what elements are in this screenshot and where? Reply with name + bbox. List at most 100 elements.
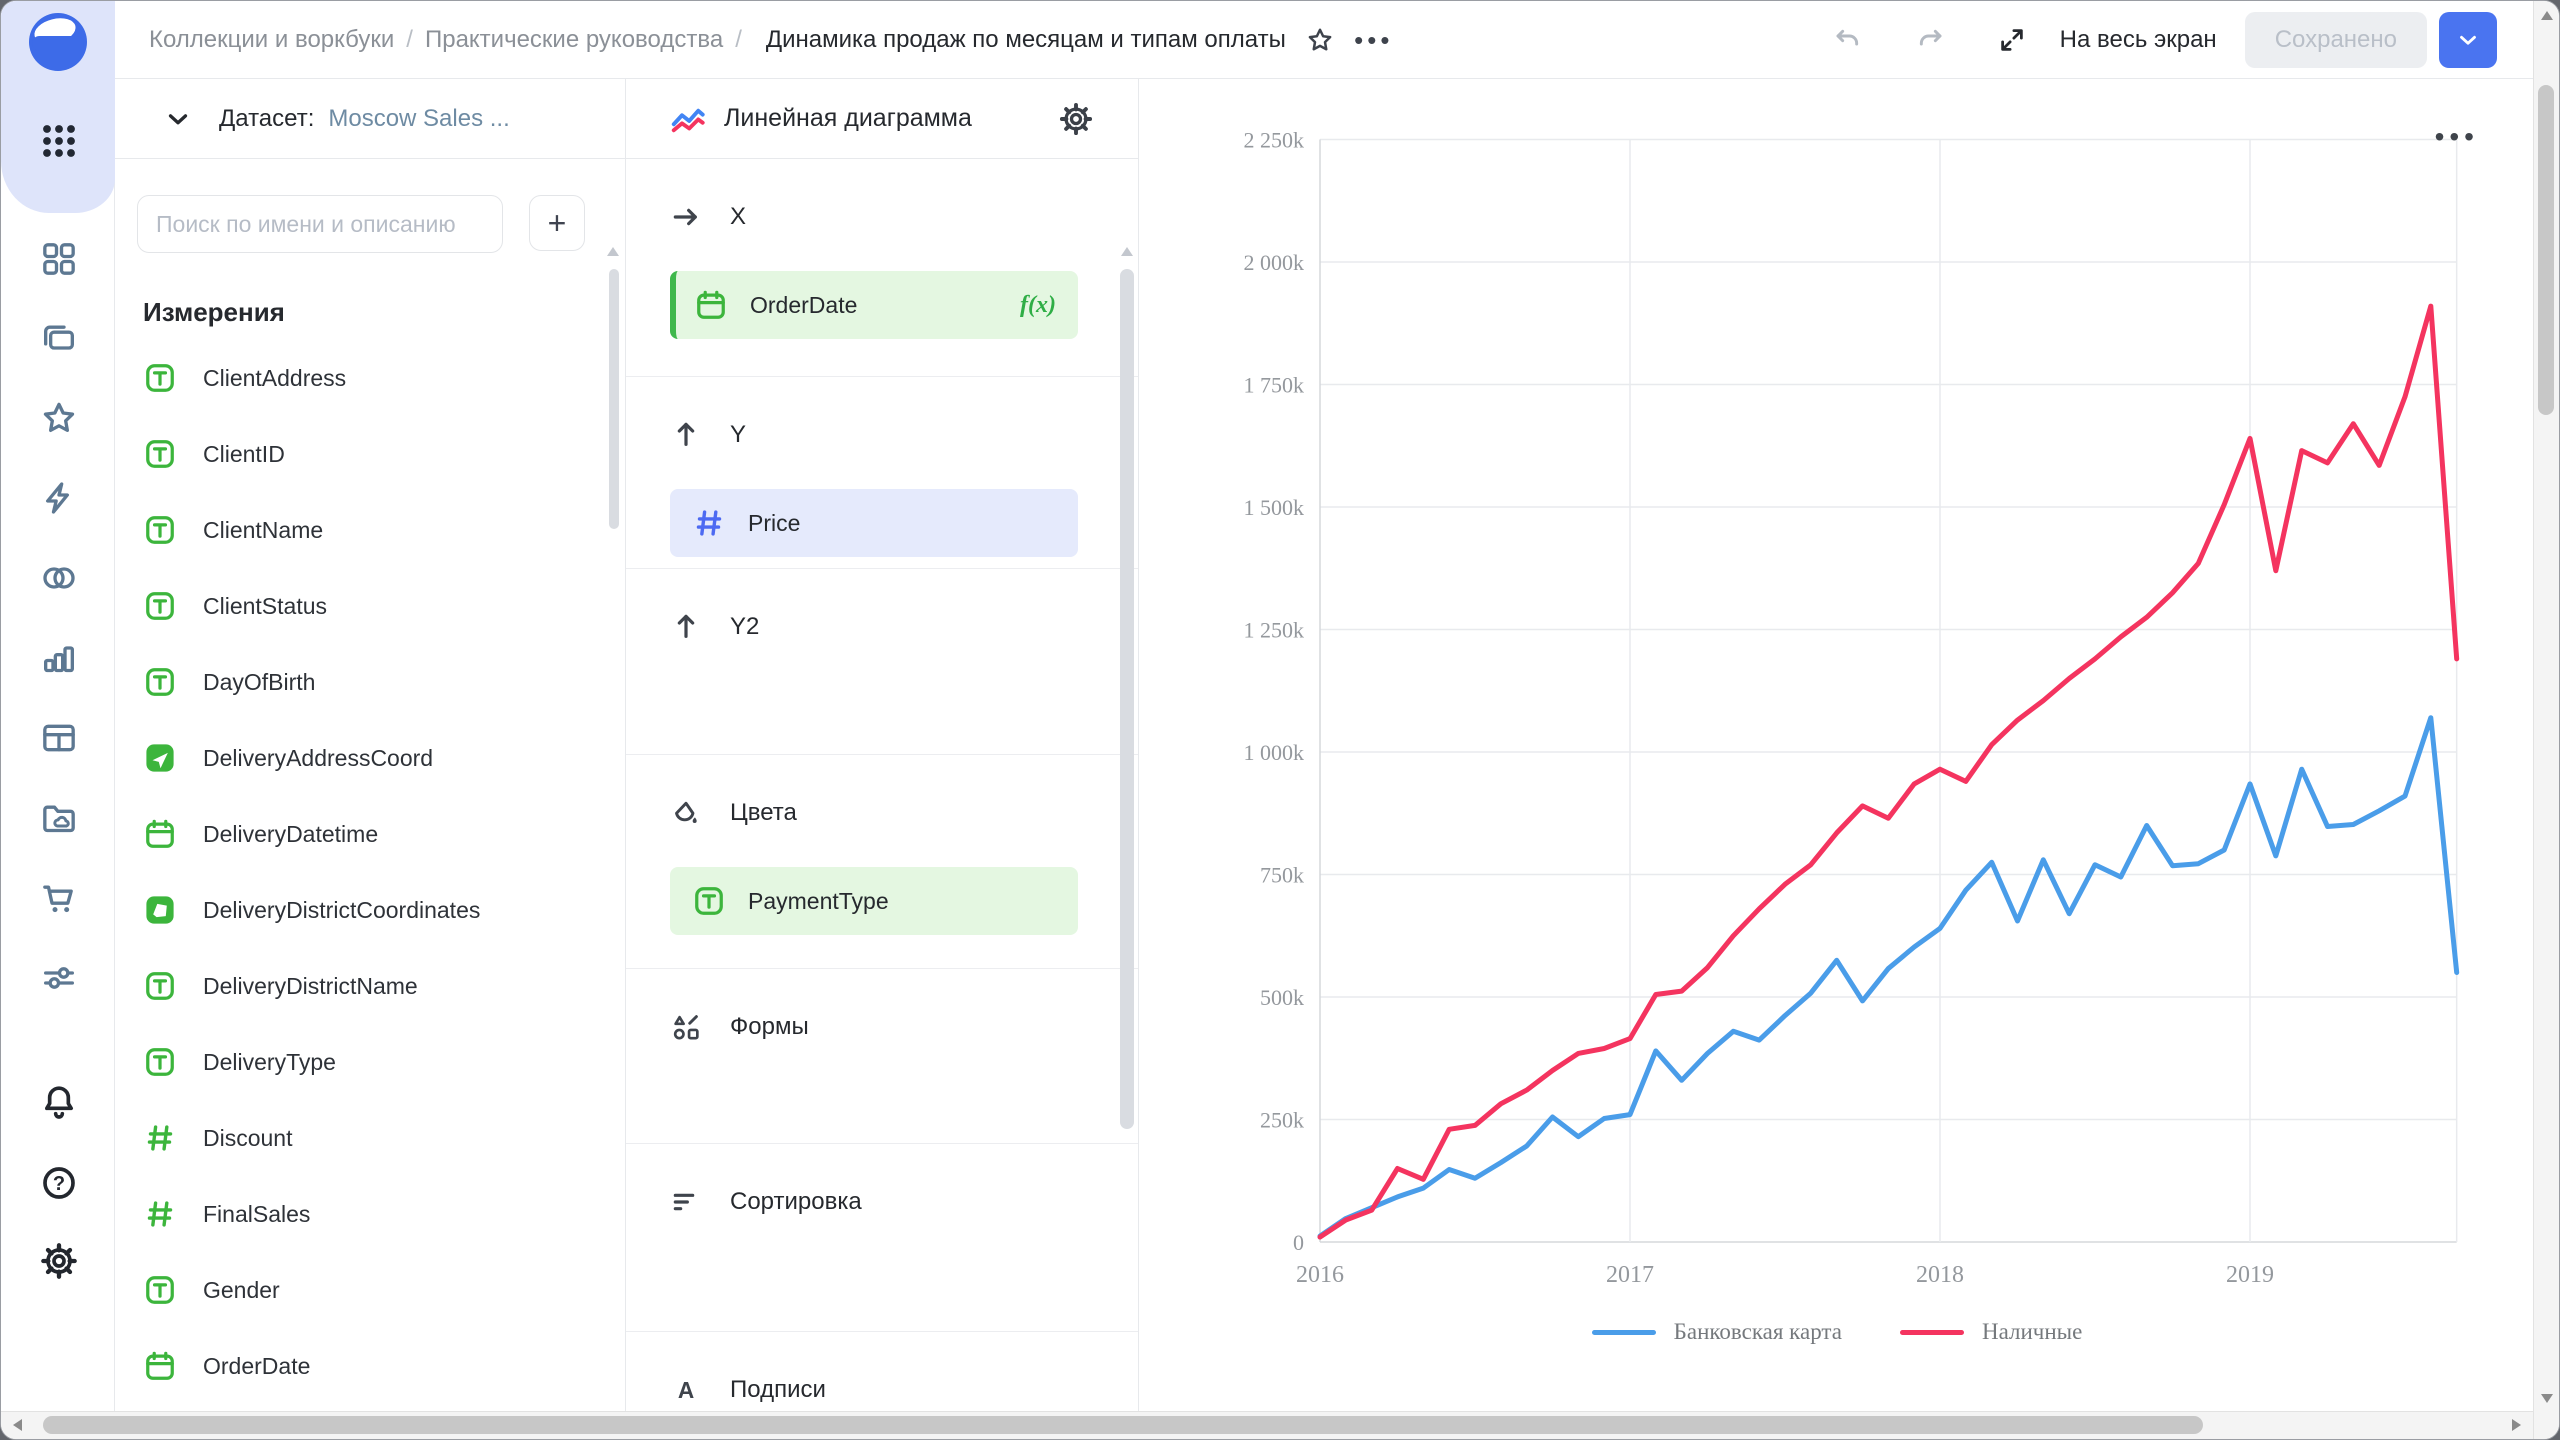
chip-OrderDate[interactable]: OrderDate f(x) (670, 271, 1078, 339)
field-item-OrderDate[interactable]: OrderDate (115, 1328, 625, 1404)
sort-icon (670, 1186, 702, 1218)
field-item-DeliveryDistrictName[interactable]: DeliveryDistrictName (115, 948, 625, 1024)
svg-text:A: A (678, 1377, 694, 1403)
text-field-icon (143, 589, 177, 623)
field-name: ClientName (203, 516, 324, 543)
chip-Price[interactable]: Price (670, 489, 1078, 557)
dataset-scrollbar[interactable] (609, 269, 619, 529)
cart-icon[interactable] (39, 878, 79, 918)
text-field-icon (143, 665, 177, 699)
field-item-Gender[interactable]: Gender (115, 1252, 625, 1328)
field-item-Discount[interactable]: Discount (115, 1100, 625, 1176)
field-item-ClientAddress[interactable]: ClientAddress (115, 340, 625, 416)
favorite-star-icon[interactable] (1300, 20, 1340, 60)
chip-PaymentType[interactable]: PaymentType (670, 867, 1078, 935)
scroll-up-arrow[interactable] (1121, 247, 1133, 256)
breadcrumb-item[interactable]: Практические руководства (424, 25, 724, 53)
section-sort[interactable]: Сортировка (626, 1144, 1138, 1332)
table-icon[interactable] (39, 718, 79, 758)
field-item-DeliveryAddressCoord[interactable]: DeliveryAddressCoord (115, 720, 625, 796)
field-item-FinalSales[interactable]: FinalSales (115, 1176, 625, 1252)
bell-icon[interactable] (39, 1081, 79, 1121)
scroll-up-arrow[interactable] (607, 247, 619, 256)
breadcrumb-separator: / (735, 25, 742, 53)
grid-icon[interactable] (39, 239, 79, 279)
breadcrumb-item[interactable]: Коллекции и воркбуки (149, 25, 395, 53)
legend-item-Наличные[interactable]: Наличные (1899, 1319, 2082, 1345)
bar-chart-icon[interactable] (39, 638, 79, 678)
section-y2[interactable]: Y2 (626, 569, 1138, 755)
section-label: Формы (730, 1013, 809, 1040)
svg-text:750k: 750k (1260, 863, 1304, 888)
field-item-DeliveryDatetime[interactable]: DeliveryDatetime (115, 796, 625, 872)
dimensions-title: Измерения (143, 297, 285, 327)
section-colors[interactable]: Цвета PaymentType (626, 755, 1138, 969)
vertical-scrollbar[interactable] (2533, 1, 2559, 1439)
scroll-up-arrow[interactable] (2541, 11, 2553, 20)
save-dropdown-button[interactable] (2439, 11, 2497, 68)
line-chart-icon (670, 101, 706, 137)
field-search-input[interactable] (137, 195, 503, 253)
section-y[interactable]: Y Price (626, 377, 1138, 569)
folder-cloud-icon[interactable] (39, 798, 79, 838)
field-item-DayOfBirth[interactable]: DayOfBirth (115, 644, 625, 720)
topbar-actions: На весь экран Сохранено (1814, 11, 2497, 68)
field-item-ClientID[interactable]: ClientID (115, 416, 625, 492)
scroll-left-arrow[interactable] (13, 1419, 22, 1431)
horizontal-scrollbar[interactable] (1, 1411, 2533, 1439)
formula-icon[interactable]: f(x) (1020, 291, 1056, 318)
legend-item-Банковская карта[interactable]: Банковская карта (1591, 1319, 1842, 1345)
svg-text:500k: 500k (1260, 985, 1304, 1010)
svg-text:2 250k: 2 250k (1244, 128, 1305, 153)
undo-icon[interactable] (1828, 20, 1868, 60)
field-search-row: + (137, 195, 585, 253)
section-label: Y2 (730, 613, 760, 640)
redo-icon[interactable] (1910, 20, 1950, 60)
folders-icon[interactable] (39, 318, 79, 358)
config-scrollbar[interactable] (1120, 269, 1134, 1129)
datalens-logo-icon[interactable] (27, 11, 89, 73)
star-icon[interactable] (39, 398, 79, 438)
text-field-icon (692, 884, 726, 918)
help-icon[interactable]: ? (39, 1163, 79, 1203)
venn-circles-icon[interactable] (39, 558, 79, 598)
arrow-up-icon (670, 419, 702, 451)
section-x[interactable]: X OrderDate f(x) (626, 159, 1138, 377)
legend-label: Банковская карта (1673, 1319, 1842, 1344)
section-label: Y (730, 421, 747, 448)
expand-icon[interactable] (1992, 20, 2032, 60)
chart-settings-gear-icon[interactable] (1058, 101, 1094, 137)
fullscreen-button[interactable]: На весь экран (2059, 25, 2217, 53)
text-field-icon (143, 1273, 177, 1307)
section-shapes[interactable]: Формы (626, 969, 1138, 1144)
lightning-icon[interactable] (39, 478, 79, 518)
dataset-name-link[interactable]: Moscow Sales ... (328, 104, 510, 132)
arrow-up-icon (670, 611, 702, 643)
field-item-DeliveryType[interactable]: DeliveryType (115, 1024, 625, 1100)
field-name: DayOfBirth (203, 668, 316, 695)
scroll-right-arrow[interactable] (2512, 1419, 2521, 1431)
field-item-DeliveryDistrictCoordinates[interactable]: DeliveryDistrictCoordinates (115, 872, 625, 948)
field-item-ClientName[interactable]: ClientName (115, 492, 625, 568)
saved-button[interactable]: Сохранено (2244, 11, 2427, 68)
number-field-icon (143, 1121, 177, 1155)
chart-more-icon[interactable]: ••• (2434, 121, 2479, 152)
dataset-header: Датасет: Moscow Sales ... (115, 79, 625, 159)
chart-type-label[interactable]: Линейная диаграмма (724, 104, 972, 132)
vertical-scroll-thumb[interactable] (2538, 85, 2554, 415)
chevron-down-icon[interactable] (163, 104, 193, 134)
more-menu-icon[interactable]: ••• (1354, 24, 1394, 55)
sliders-icon[interactable] (39, 958, 79, 998)
svg-text:?: ? (53, 1173, 65, 1195)
gear-icon[interactable] (39, 1241, 79, 1281)
field-item-ClientStatus[interactable]: ClientStatus (115, 568, 625, 644)
rail-top-block (1, 1, 115, 213)
add-field-button[interactable]: + (529, 195, 585, 251)
horizontal-scroll-thumb[interactable] (43, 1416, 2203, 1434)
text-field-icon (143, 361, 177, 395)
scroll-down-arrow[interactable] (2541, 1394, 2553, 1403)
svg-text:2016: 2016 (1296, 1262, 1344, 1288)
apps-grid-icon[interactable] (41, 123, 77, 159)
section-labels[interactable]: A Подписи (626, 1332, 1138, 1411)
field-name: FinalSales (203, 1200, 311, 1227)
